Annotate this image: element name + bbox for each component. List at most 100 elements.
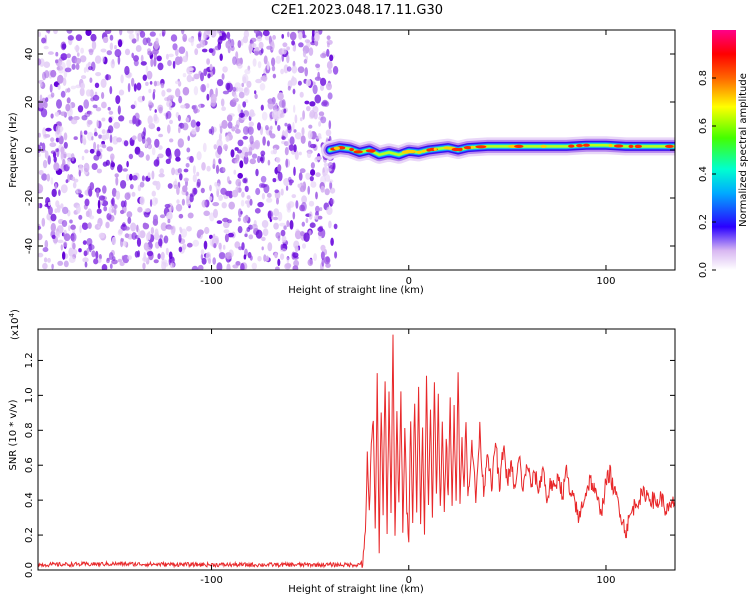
signal-hotspot: [608, 143, 613, 148]
noise-blob: [176, 199, 180, 205]
noise-blob: [38, 132, 41, 138]
colorbar-label: Normalized spectral amplitude: [738, 73, 749, 227]
noise-blob: [212, 158, 216, 168]
noise-blob: [126, 30, 134, 34]
noise-blob: [237, 217, 241, 222]
noise-blob: [106, 213, 112, 220]
noise-blob: [89, 215, 95, 220]
noise-blob: [167, 226, 174, 230]
noise-blob: [166, 88, 172, 93]
noise-blob: [193, 86, 199, 96]
noise-blob: [275, 266, 280, 270]
noise-blob: [83, 162, 90, 173]
noise-blob: [50, 213, 57, 222]
noise-blob: [191, 265, 199, 270]
noise-blob: [320, 251, 325, 260]
noise-blob: [235, 128, 241, 134]
noise-blob: [266, 45, 273, 50]
noise-blob: [200, 253, 204, 261]
noise-blob: [192, 239, 200, 247]
noise-blob: [237, 226, 243, 234]
spectrogram-panel: -100 0 100 -40 -20 0 20 40 Height of straight …: [8, 29, 676, 296]
noise-blob: [75, 204, 81, 214]
noise-blob: [309, 101, 316, 107]
noise-blob: [242, 178, 247, 184]
noise-blob: [152, 197, 158, 206]
noise-blob: [261, 236, 266, 242]
noise-blob: [122, 168, 128, 172]
noise-blob: [38, 252, 44, 258]
noise-blob: [248, 146, 253, 155]
noise-blob: [91, 136, 94, 141]
noise-blob: [225, 135, 230, 142]
noise-blob: [200, 187, 205, 194]
noise-blob: [158, 106, 163, 114]
noise-blob: [185, 117, 190, 123]
noise-blob: [320, 244, 326, 252]
noise-blob: [260, 104, 264, 111]
signal-hotspot: [426, 148, 432, 152]
noise-blob: [237, 172, 243, 179]
noise-blob: [56, 204, 61, 213]
noise-blob: [146, 70, 153, 80]
noise-blob: [248, 234, 254, 240]
spectrogram-x-label: Height of straight line (km): [288, 285, 424, 296]
x-tick-label: 0: [406, 575, 412, 586]
noise-blob: [61, 220, 68, 227]
noise-blob: [130, 222, 137, 232]
signal-hotspot: [333, 146, 340, 150]
colorbar-tick-label: 0.0: [698, 262, 709, 278]
noise-blob: [93, 131, 98, 137]
noise-blob: [200, 72, 204, 82]
noise-blob: [147, 115, 153, 125]
noise-blob: [112, 136, 119, 145]
y-tick-label: 1.2: [24, 352, 35, 368]
noise-blob: [276, 197, 279, 205]
noise-blob: [180, 228, 188, 238]
noise-blob: [206, 83, 210, 88]
noise-blob: [120, 180, 127, 189]
noise-blob: [109, 42, 114, 51]
noise-blob: [186, 242, 193, 248]
noise-blob: [152, 48, 159, 55]
noise-blob: [260, 126, 263, 136]
noise-blob: [208, 196, 213, 201]
noise-blob: [182, 73, 187, 78]
noise-blob: [215, 87, 218, 98]
noise-blob: [238, 112, 245, 118]
noise-blob: [237, 87, 244, 92]
noise-blob: [258, 182, 266, 189]
noise-blob: [124, 192, 131, 200]
noise-blob: [266, 192, 272, 198]
noise-blob: [75, 44, 80, 53]
noise-blob: [129, 173, 133, 181]
noise-blob: [258, 41, 264, 49]
noise-blob: [193, 73, 200, 80]
noise-blob: [241, 82, 244, 88]
noise-blob: [117, 105, 121, 115]
noise-blob: [75, 34, 83, 41]
noise-blob: [53, 30, 58, 35]
noise-blob: [320, 185, 325, 193]
noise-blob: [315, 172, 321, 178]
noise-blob: [293, 259, 299, 267]
noise-blob: [97, 199, 101, 209]
noise-blob: [308, 200, 315, 207]
noise-blob: [210, 126, 215, 136]
noise-blob: [159, 214, 166, 219]
noise-blob: [126, 160, 129, 168]
noise-blob: [120, 200, 126, 208]
noise-blob: [88, 49, 94, 56]
noise-blob: [145, 154, 150, 161]
noise-blob: [287, 125, 292, 134]
noise-blob: [143, 251, 146, 262]
noise-blob: [60, 53, 68, 61]
noise-blob: [131, 77, 135, 87]
noise-blob: [57, 239, 64, 244]
noise-blob: [238, 208, 242, 218]
noise-blob: [123, 140, 129, 147]
noise-blob: [182, 55, 189, 63]
noise-blob: [46, 173, 51, 182]
noise-blob: [254, 93, 258, 99]
noise-blob: [243, 87, 250, 96]
